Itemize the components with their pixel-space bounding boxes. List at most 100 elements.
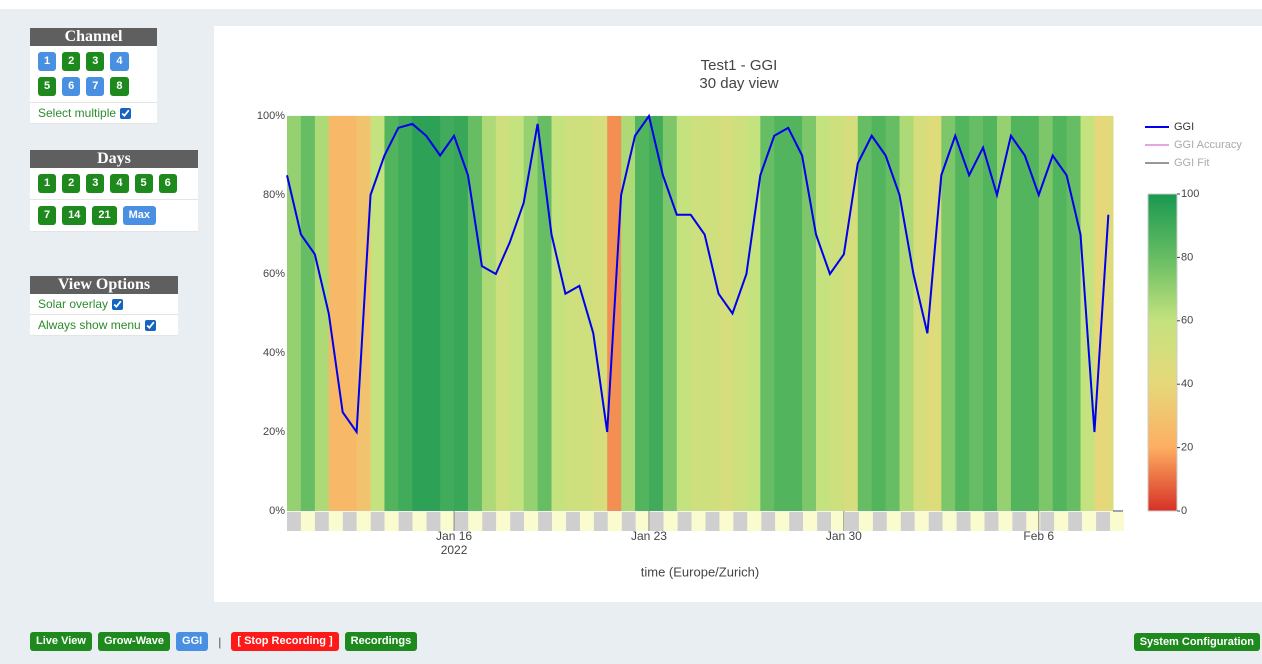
checkbox[interactable] bbox=[144, 319, 156, 331]
heatmap-cell bbox=[829, 116, 845, 511]
button[interactable]: 6 bbox=[62, 77, 81, 96]
solar-overlay bbox=[970, 512, 985, 531]
solar-overlay bbox=[872, 512, 887, 531]
button[interactable]: GGI bbox=[176, 632, 209, 651]
heatmap-cell bbox=[913, 116, 928, 511]
solar-overlay bbox=[845, 512, 859, 531]
button[interactable]: 4 bbox=[110, 52, 129, 71]
button[interactable]: 2 bbox=[62, 174, 81, 193]
heatmap-cell bbox=[774, 116, 789, 511]
solar-overlay bbox=[342, 512, 357, 531]
x-tick-label: Jan 30 bbox=[826, 529, 862, 543]
button[interactable]: 1 bbox=[38, 174, 57, 193]
top-bar bbox=[0, 0, 1262, 9]
button[interactable]: 6 bbox=[158, 174, 177, 193]
colorbar-label: 100 bbox=[1181, 188, 1199, 200]
solar-overlay bbox=[300, 512, 315, 531]
y-tick-label: 80% bbox=[263, 189, 285, 201]
solar-overlay[interactable]: Solar overlay bbox=[30, 294, 178, 315]
solar-overlay bbox=[747, 512, 762, 531]
heatmap-cell bbox=[384, 116, 399, 511]
solar-overlay bbox=[566, 512, 580, 531]
button[interactable]: System Configuration bbox=[1133, 633, 1260, 651]
solar-overlay bbox=[1054, 512, 1069, 531]
button[interactable]: 1 bbox=[38, 52, 57, 71]
checkbox[interactable] bbox=[112, 298, 124, 310]
button[interactable]: [ Stop Recording ] bbox=[231, 632, 339, 651]
button[interactable]: Max bbox=[122, 206, 157, 225]
x-tick-label: Jan 16 bbox=[436, 529, 472, 543]
heatmap-cell bbox=[899, 116, 914, 511]
solar-overlay bbox=[524, 512, 539, 531]
heatmap-cell bbox=[885, 116, 901, 511]
solar-overlay bbox=[384, 512, 399, 531]
always-show-menu[interactable]: Always show menu bbox=[30, 315, 178, 336]
heatmap-cell bbox=[732, 116, 747, 511]
chart-panel: Test1 - GGI 30 day view time (Europe/Zur… bbox=[214, 26, 1262, 602]
button[interactable]: 4 bbox=[110, 174, 129, 193]
y-tick-label: 20% bbox=[263, 426, 285, 438]
heatmap-cell bbox=[676, 116, 692, 511]
system-bar: System Configuration bbox=[1133, 632, 1260, 651]
heatmap-cell bbox=[816, 116, 831, 511]
button[interactable]: 7 bbox=[86, 77, 105, 96]
colorbar-label: 0 bbox=[1181, 505, 1187, 517]
panel-header: View Options bbox=[30, 276, 178, 294]
heatmap-cell bbox=[843, 116, 859, 511]
solar-overlay bbox=[775, 512, 790, 531]
solar-overlay bbox=[942, 512, 957, 531]
heatmap-cell bbox=[440, 116, 455, 511]
button[interactable]: 2 bbox=[62, 52, 81, 71]
heatmap-cell bbox=[955, 116, 970, 511]
separator: | bbox=[218, 634, 222, 649]
button[interactable]: 5 bbox=[134, 174, 153, 193]
heatmap-cell bbox=[1080, 116, 1095, 511]
solar-overlay bbox=[1012, 512, 1027, 531]
colorbar-label: 60 bbox=[1181, 315, 1193, 327]
solar-overlay bbox=[677, 512, 692, 531]
option-label: Solar overlay bbox=[38, 297, 109, 311]
solar-overlay bbox=[370, 512, 385, 531]
solar-overlay bbox=[454, 512, 469, 531]
button[interactable]: 3 bbox=[86, 174, 105, 193]
button[interactable]: Live View bbox=[30, 632, 92, 651]
button[interactable]: 7 bbox=[38, 206, 57, 225]
button[interactable]: 8 bbox=[110, 77, 129, 96]
solar-overlay bbox=[663, 512, 678, 531]
heatmap-cell bbox=[871, 116, 887, 511]
solar-overlay bbox=[817, 512, 832, 531]
heatmap-cell bbox=[370, 116, 385, 511]
heatmap-cell bbox=[996, 116, 1012, 511]
button[interactable]: 5 bbox=[38, 77, 57, 96]
button[interactable]: Grow-Wave bbox=[97, 632, 171, 651]
solar-overlay bbox=[1096, 512, 1111, 531]
colorbar-label: 80 bbox=[1181, 251, 1193, 263]
heatmap-cell bbox=[1108, 116, 1114, 511]
solar-overlay bbox=[1082, 512, 1097, 531]
solar-overlay bbox=[621, 512, 636, 531]
x-axis-label: time (Europe/Zurich) bbox=[641, 564, 759, 579]
heatmap-cell bbox=[551, 116, 566, 511]
select-multiple[interactable]: Select multiple bbox=[30, 103, 157, 124]
button[interactable]: 3 bbox=[86, 52, 105, 71]
view-options-panel: View Options Solar overlay Always show m… bbox=[30, 276, 178, 336]
heatmap-cell bbox=[690, 116, 706, 511]
solar-overlay bbox=[496, 512, 511, 531]
heatmap-cell bbox=[718, 116, 733, 511]
panel-header: Channel bbox=[30, 28, 157, 46]
solar-overlay bbox=[1068, 512, 1083, 531]
bottom-bar: Live View Grow-Wave GGI | [ Stop Recording ]… bbox=[30, 632, 418, 651]
button[interactable]: 21 bbox=[92, 206, 117, 225]
y-tick-label: 100% bbox=[257, 110, 285, 122]
button[interactable]: Recordings bbox=[344, 632, 418, 651]
heatmap-cell bbox=[426, 116, 441, 511]
option-label: Always show menu bbox=[38, 318, 141, 332]
button[interactable]: 14 bbox=[62, 206, 87, 225]
ggi-line bbox=[286, 113, 1110, 435]
legend-label: GGI bbox=[1174, 121, 1194, 133]
solar-overlay bbox=[328, 512, 343, 531]
x-tick-label: Feb 6 bbox=[1023, 529, 1054, 543]
checkbox[interactable] bbox=[120, 107, 132, 119]
solar-overlay bbox=[691, 512, 706, 531]
